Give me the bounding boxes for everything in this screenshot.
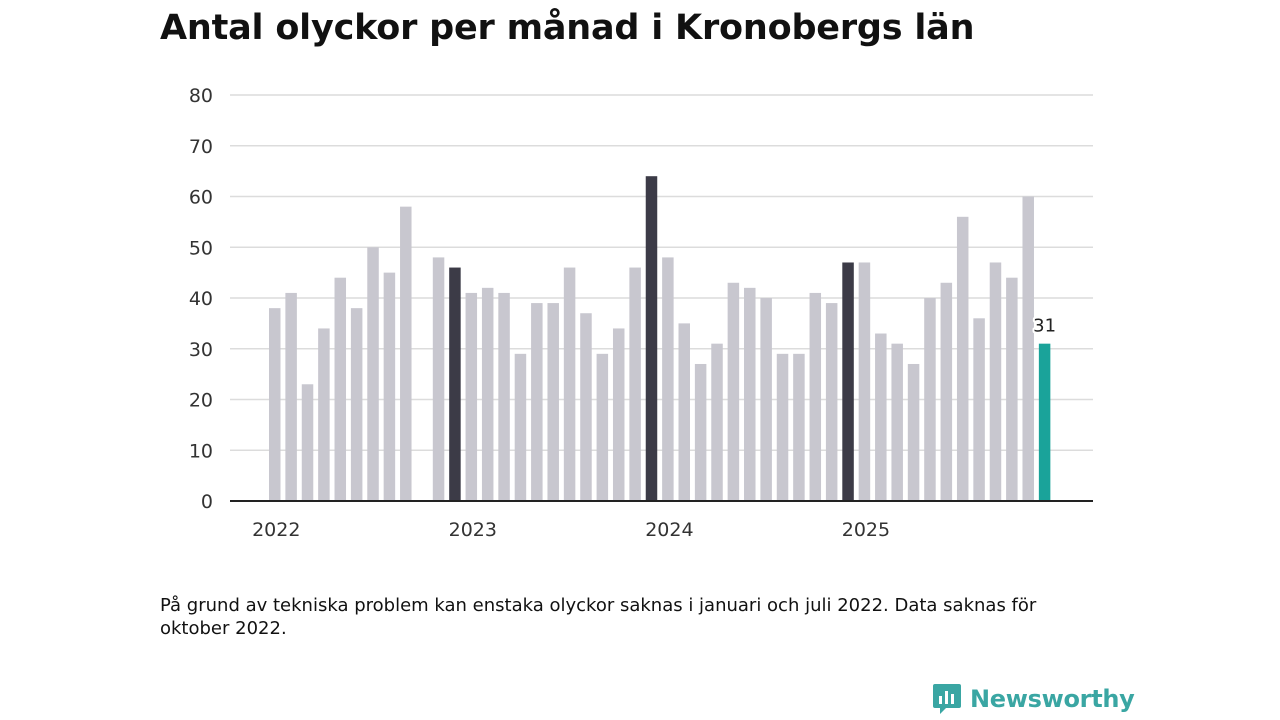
bar-2023-04 (514, 353, 527, 501)
bar-2025-08 (973, 318, 985, 501)
bar-2024-02 (678, 323, 690, 502)
bar-2023-09 (596, 353, 609, 501)
bar-2024-09 (793, 353, 805, 501)
bar-2022-06 (350, 308, 363, 501)
bar-2025-12 (1038, 343, 1051, 501)
brand-name: Newsworthy (970, 685, 1135, 713)
bar-2025-06 (940, 282, 953, 501)
bar-2024-08 (776, 353, 789, 501)
bar-2025-04 (907, 363, 920, 501)
bar-2025-03 (891, 343, 903, 501)
y-tick-label: 0 (201, 491, 213, 513)
newsworthy-logo-icon (933, 684, 961, 714)
bar-2025-01 (858, 262, 871, 501)
bar-2023-02 (481, 287, 494, 501)
x-tick-label: 2023 (449, 519, 497, 541)
bar-2022-08 (383, 272, 396, 502)
bar-2023-03 (498, 292, 510, 501)
x-tick-label: 2022 (252, 519, 300, 541)
bar-2024-05 (727, 282, 740, 501)
bar-2023-07 (563, 267, 576, 501)
y-tick-label: 30 (189, 339, 213, 361)
bar-2025-10 (1006, 277, 1018, 501)
y-tick-label: 50 (189, 237, 213, 259)
y-tick-label: 10 (189, 440, 213, 462)
bar-2025-11 (1022, 196, 1034, 501)
bars (269, 176, 1051, 502)
bar-2024-07 (760, 298, 772, 501)
bar-2024-12 (842, 262, 854, 501)
x-tick-label: 2025 (842, 519, 890, 541)
bar-2024-01 (662, 257, 674, 501)
bar-2022-12 (449, 267, 461, 501)
y-tick-label: 20 (189, 390, 213, 412)
y-axis-ticks: 0 10 20 30 40 50 60 70 80 (189, 85, 213, 513)
y-tick-label: 60 (189, 187, 213, 209)
bar-2023-08 (580, 313, 592, 501)
bar-2025-02 (875, 333, 887, 501)
y-tick-label: 70 (189, 136, 213, 158)
bar-2025-07 (956, 216, 969, 502)
bar-2023-01 (465, 292, 478, 501)
bar-2024-11 (825, 303, 838, 501)
bar-2025-09 (989, 262, 1002, 501)
footnote: På grund av tekniska problem kan enstaka… (160, 595, 1037, 639)
bar-2022-07 (367, 247, 379, 501)
bar-2022-03 (301, 384, 314, 501)
x-axis-ticks: 2022 2023 2024 2025 (252, 519, 890, 541)
bar-2024-03 (694, 363, 707, 501)
y-tick-label: 40 (189, 288, 213, 310)
bar-2024-04 (711, 343, 723, 501)
bar-2024-06 (744, 287, 756, 501)
bar-2023-06 (547, 303, 559, 501)
data-label-latest: 31 (1033, 316, 1056, 337)
bar-2022-09 (400, 206, 412, 501)
bar-2023-10 (612, 328, 625, 501)
x-tick-label: 2024 (645, 519, 693, 541)
bar-2022-01 (269, 308, 281, 501)
bar-2022-02 (285, 292, 297, 501)
bar-2023-05 (531, 303, 543, 501)
bar-2022-11 (432, 257, 445, 501)
bar-2023-11 (629, 267, 641, 501)
y-tick-label: 80 (189, 85, 213, 107)
brand-logo: Newsworthy (932, 682, 1135, 716)
data-labels: 31 (1031, 314, 1058, 339)
chart-title: Antal olyckor per månad i Kronobergs län (160, 8, 975, 48)
bar-2023-12 (645, 176, 658, 501)
bar-2024-10 (809, 292, 822, 501)
bar-2022-04 (318, 328, 330, 501)
bar-2022-05 (334, 277, 347, 501)
bar-2025-05 (924, 298, 936, 501)
